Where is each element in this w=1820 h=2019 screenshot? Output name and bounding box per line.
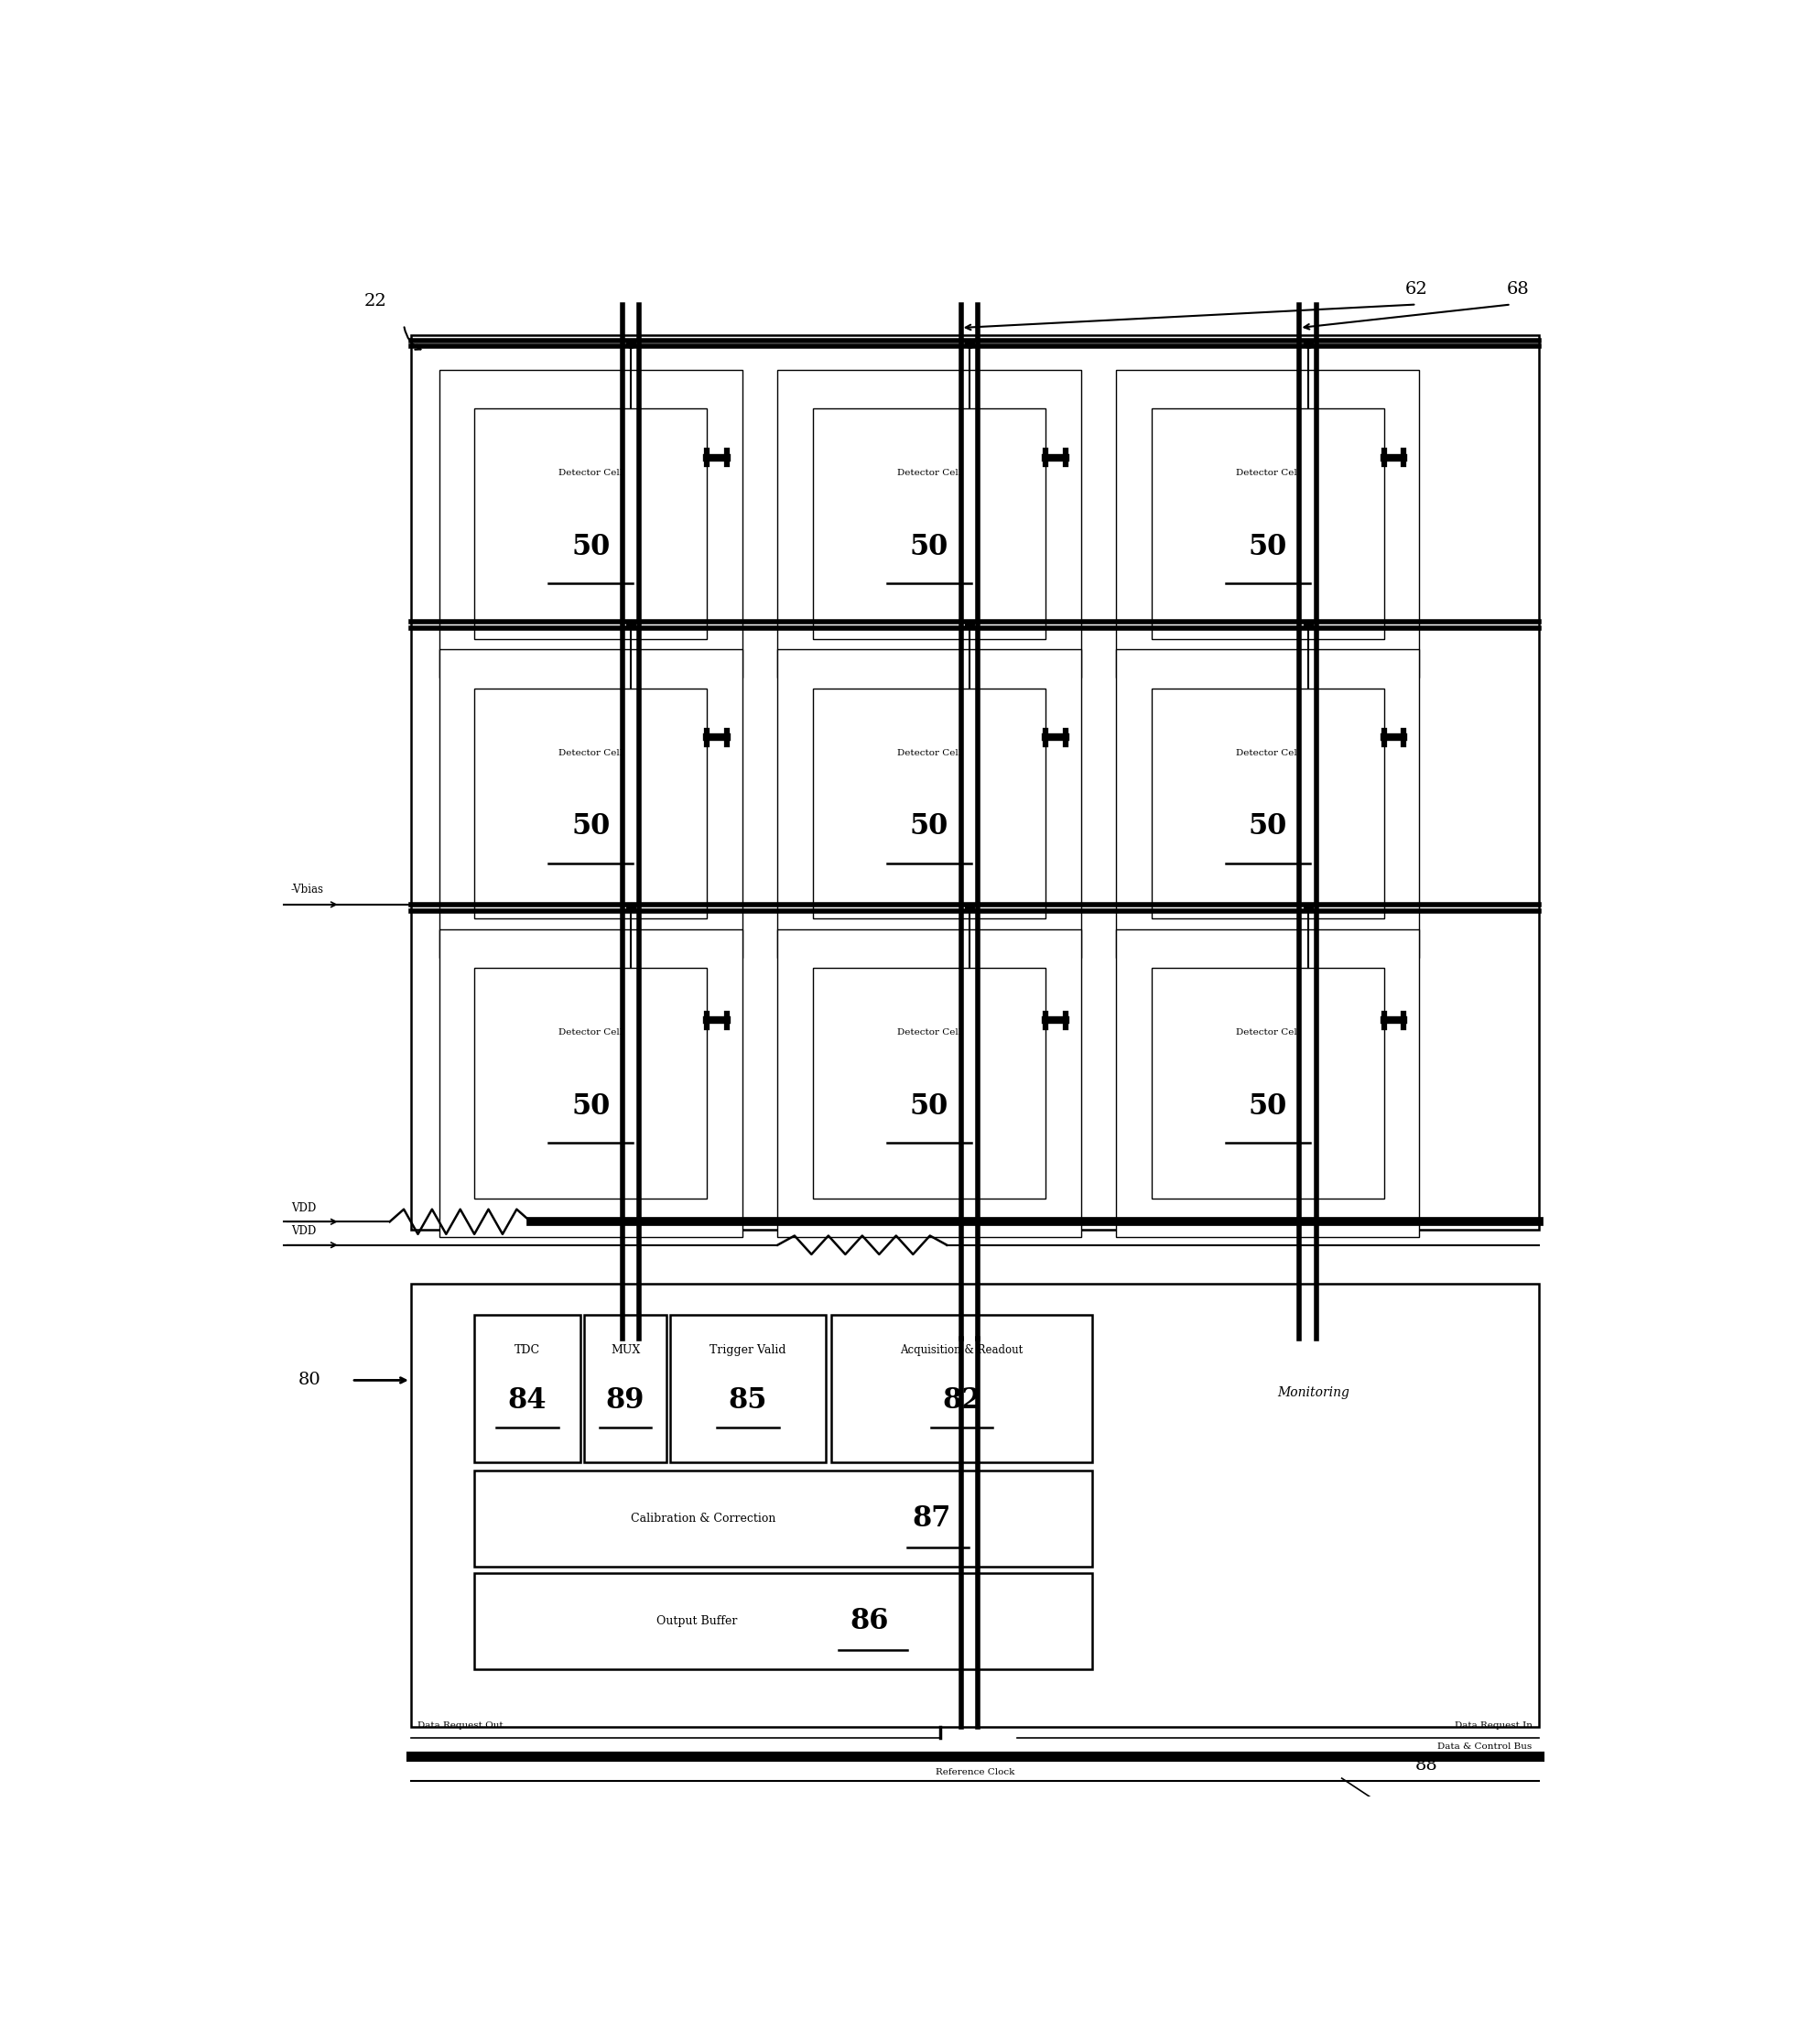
Bar [475, 408, 706, 638]
Text: Monitoring: Monitoring [1278, 1387, 1350, 1399]
Bar [439, 929, 743, 1238]
Bar [814, 408, 1045, 638]
Text: 80: 80 [298, 1373, 320, 1389]
Text: 86: 86 [850, 1607, 890, 1635]
Text: 22: 22 [364, 293, 388, 309]
Text: 82: 82 [943, 1387, 981, 1415]
Bar [411, 335, 1540, 1230]
Text: Detector Cell: Detector Cell [559, 749, 622, 757]
Text: VDD: VDD [291, 1226, 317, 1238]
Bar [777, 650, 1081, 957]
Bar [584, 1314, 666, 1462]
Text: 87: 87 [912, 1504, 950, 1532]
Bar [475, 1470, 1092, 1567]
Bar [670, 1314, 826, 1462]
Bar [777, 369, 1081, 678]
Text: 84: 84 [508, 1387, 546, 1415]
Text: Detector Cell: Detector Cell [1236, 1028, 1299, 1038]
Text: Detector Cell: Detector Cell [897, 1028, 961, 1038]
Text: Acquisition & Readout: Acquisition & Readout [901, 1345, 1023, 1357]
Text: Detector Cell: Detector Cell [897, 749, 961, 757]
Text: Detector Cell: Detector Cell [559, 468, 622, 476]
Bar [1152, 408, 1385, 638]
Bar [439, 369, 743, 678]
Text: VDD: VDD [291, 1201, 317, 1213]
Text: Detector Cell: Detector Cell [897, 468, 961, 476]
Text: 50: 50 [910, 533, 948, 561]
Bar [1152, 969, 1385, 1199]
Text: 68: 68 [1507, 281, 1529, 297]
Text: TDC: TDC [515, 1345, 541, 1357]
Bar [475, 1314, 581, 1462]
Text: Trigger Valid: Trigger Valid [710, 1345, 786, 1357]
Bar [475, 1573, 1092, 1670]
Text: Data & Control Bus: Data & Control Bus [1438, 1742, 1532, 1750]
Bar [777, 929, 1081, 1238]
Text: 50: 50 [571, 533, 610, 561]
Text: Detector Cell: Detector Cell [1236, 468, 1299, 476]
Text: 88: 88 [1416, 1759, 1438, 1775]
Text: Data Request Out: Data Request Out [419, 1722, 504, 1730]
Bar [1116, 650, 1420, 957]
Text: 50: 50 [1249, 1092, 1287, 1121]
Bar [439, 650, 743, 957]
Text: Reference Clock: Reference Clock [935, 1769, 1014, 1777]
Bar [1152, 688, 1385, 919]
Text: Detector Cell: Detector Cell [559, 1028, 622, 1038]
Bar [814, 688, 1045, 919]
Text: 89: 89 [606, 1387, 644, 1415]
Text: 50: 50 [910, 812, 948, 840]
Text: Output Buffer: Output Buffer [657, 1615, 737, 1627]
Text: 50: 50 [1249, 533, 1287, 561]
Bar [1116, 929, 1420, 1238]
Bar [475, 969, 706, 1199]
Text: 50: 50 [910, 1092, 948, 1121]
Bar [411, 1284, 1540, 1726]
Text: Data Request In: Data Request In [1454, 1722, 1532, 1730]
Bar [814, 969, 1045, 1199]
Text: 85: 85 [728, 1387, 768, 1415]
Text: 50: 50 [571, 1092, 610, 1121]
Text: 62: 62 [1405, 281, 1429, 297]
Text: Calibration & Correction: Calibration & Correction [630, 1512, 775, 1524]
Text: 50: 50 [1249, 812, 1287, 840]
Text: Detector Cell: Detector Cell [1236, 749, 1299, 757]
Text: MUX: MUX [610, 1345, 641, 1357]
Bar [1116, 369, 1420, 678]
Bar [832, 1314, 1092, 1462]
Text: 50: 50 [571, 812, 610, 840]
Text: -Vbias: -Vbias [291, 884, 324, 894]
Bar [475, 688, 706, 919]
